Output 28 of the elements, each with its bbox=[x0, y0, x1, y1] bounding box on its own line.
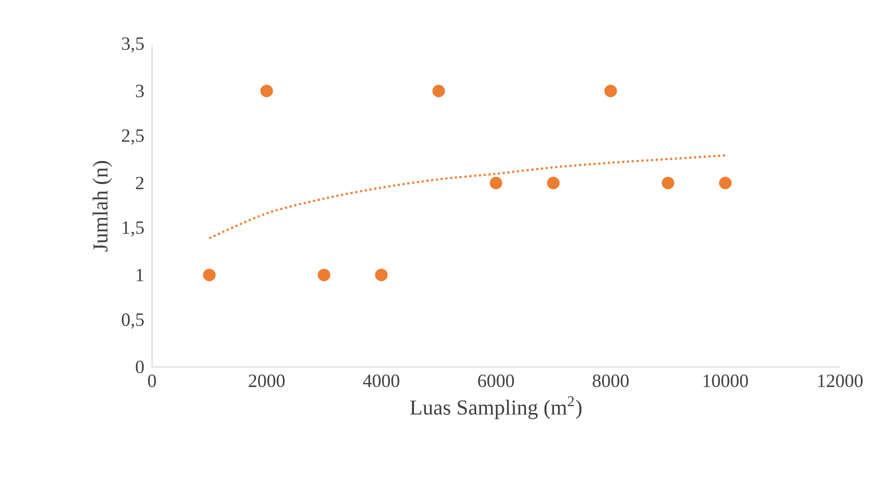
x-axis-title: Luas Sampling (m$^{2}$) bbox=[410, 396, 582, 420]
y-tick-label: 0,5 bbox=[122, 313, 144, 329]
point bbox=[318, 268, 330, 282]
point bbox=[490, 176, 502, 190]
y-tick-label: 1 bbox=[136, 268, 144, 282]
y-tick-label: 1,5 bbox=[122, 221, 144, 237]
point bbox=[719, 176, 732, 190]
x-tick-label: 8000 bbox=[592, 374, 629, 388]
x-tick-label: 0 bbox=[148, 374, 156, 388]
point bbox=[662, 176, 674, 190]
point bbox=[604, 84, 617, 98]
point bbox=[203, 268, 216, 282]
y-tick-label: 0 bbox=[136, 360, 144, 374]
x-tick-label: 12000 bbox=[818, 374, 863, 388]
y-tick-label: 2,5 bbox=[122, 129, 144, 145]
point bbox=[375, 268, 388, 282]
point bbox=[432, 84, 445, 98]
y-tick-label: 3,5 bbox=[122, 37, 144, 53]
point bbox=[260, 84, 273, 98]
x-tick-label: 6000 bbox=[478, 374, 514, 388]
y-tick-label: 3 bbox=[136, 84, 144, 98]
x-tick-label: 2000 bbox=[248, 374, 285, 388]
y-tick-label: 2 bbox=[136, 176, 144, 190]
x-tick-label: 10000 bbox=[704, 374, 748, 388]
y-axis-title: Jumlah (n) bbox=[92, 161, 112, 252]
line-series bbox=[208, 154, 726, 240]
x-tick-label: 4000 bbox=[363, 374, 400, 388]
point bbox=[547, 176, 560, 190]
